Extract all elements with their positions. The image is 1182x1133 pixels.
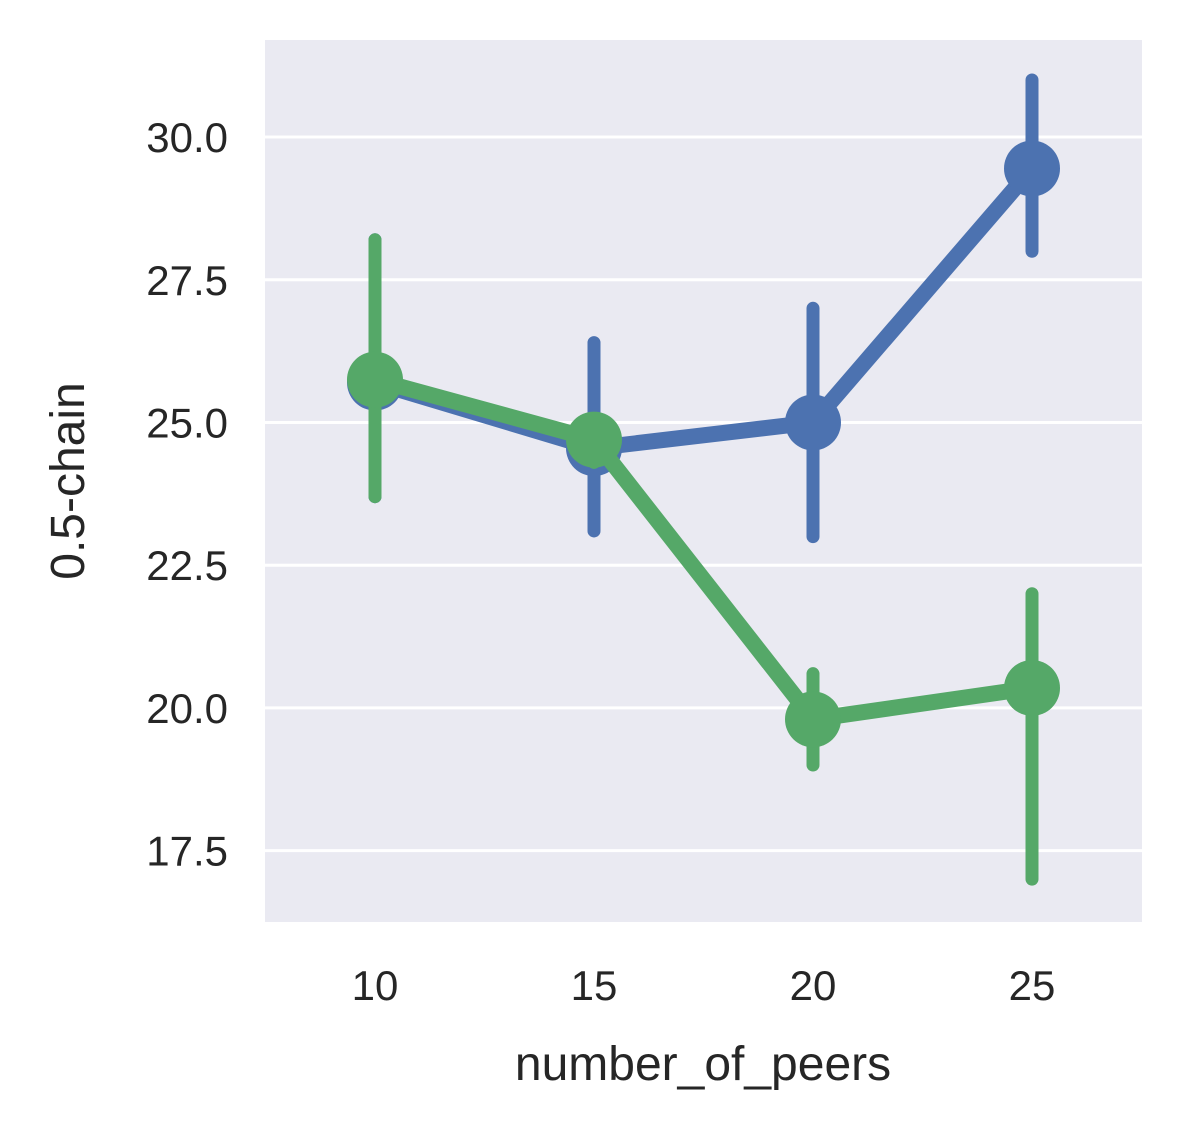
plot-area <box>265 40 1142 922</box>
data-point <box>785 691 841 748</box>
y-axis-label: 0.5-chain <box>42 382 95 579</box>
x-tick-label: 25 <box>1009 962 1056 1009</box>
data-point <box>566 411 622 468</box>
y-tick-label: 27.5 <box>146 257 228 304</box>
x-tick-label: 10 <box>352 962 399 1009</box>
series-line <box>367 371 1040 728</box>
y-tick-label: 25.0 <box>146 399 228 446</box>
y-tick-label: 20.0 <box>146 685 228 732</box>
data-point <box>347 351 403 408</box>
x-tick-label: 15 <box>571 962 618 1009</box>
data-point <box>1004 659 1060 716</box>
x-tick-label: 20 <box>790 962 837 1009</box>
x-axis-label: number_of_peers <box>515 1038 891 1091</box>
data-point <box>1004 140 1060 197</box>
data-point <box>785 394 841 451</box>
y-tick-label: 17.5 <box>146 828 228 875</box>
y-tick-label: 22.5 <box>146 542 228 589</box>
y-tick-label: 30.0 <box>146 114 228 161</box>
series-2 <box>347 233 1060 886</box>
